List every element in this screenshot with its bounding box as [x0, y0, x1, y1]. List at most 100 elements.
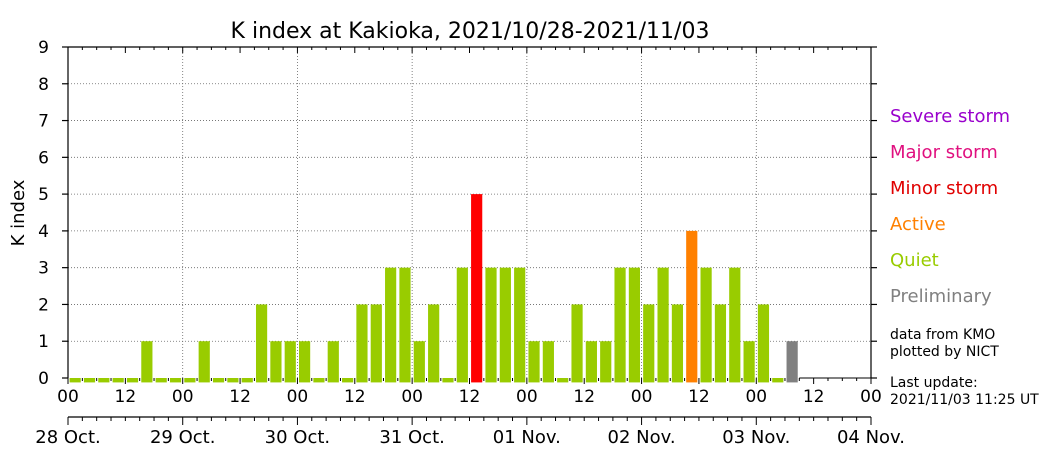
- k-index-bar: [184, 378, 196, 383]
- date-label: 28 Oct.: [35, 427, 100, 448]
- legend: Severe storm Major storm Minor storm Active…: [890, 106, 1010, 307]
- k-index-bar: [557, 378, 569, 383]
- hour-tick-label: 00: [860, 387, 882, 407]
- k-index-bar: [714, 304, 727, 383]
- k-index-bar: [342, 378, 354, 383]
- grid-lines: [68, 46, 871, 378]
- y-tick-label: 1: [38, 332, 49, 352]
- k-index-bar: [169, 378, 182, 383]
- hour-tick-label: 00: [631, 387, 653, 407]
- hour-tick-label: 00: [516, 387, 538, 407]
- legend-entry: Preliminary: [890, 286, 992, 307]
- k-index-bar: [83, 378, 96, 383]
- source-note: data from KMO: [890, 327, 995, 343]
- k-index-bar: [585, 341, 597, 383]
- last-update-time: 2021/11/03 11:25 UT: [890, 392, 1039, 408]
- k-index-bar: [499, 267, 511, 383]
- hour-tick-label: 12: [344, 387, 366, 407]
- plotter-note: plotted by NICT: [890, 344, 999, 360]
- k-index-bar: [155, 378, 167, 383]
- k-index-bar: [370, 304, 382, 383]
- y-tick-label: 4: [38, 222, 49, 242]
- k-index-bar: [399, 267, 411, 383]
- y-tick-label: 0: [38, 369, 49, 389]
- y-tick-label: 5: [38, 185, 49, 205]
- hour-tick-label: 12: [573, 387, 595, 407]
- k-index-bar: [600, 341, 612, 383]
- bars: [69, 194, 798, 383]
- date-label: 30 Oct.: [265, 427, 330, 448]
- hour-tick-label: 00: [172, 387, 194, 407]
- k-index-bar: [327, 341, 339, 383]
- y-tick-label: 6: [38, 148, 49, 168]
- k-index-bar: [671, 304, 684, 383]
- chart-title: K index at Kakioka, 2021/10/28-2021/11/0…: [231, 19, 710, 44]
- k-index-bar: [743, 341, 755, 383]
- hour-tick-label: 00: [745, 387, 767, 407]
- k-index-bar: [772, 378, 784, 383]
- k-index-bar: [270, 341, 282, 383]
- y-tick-label: 8: [38, 75, 49, 95]
- k-index-bar: [729, 267, 741, 383]
- k-index-bar: [255, 304, 268, 383]
- legend-entry: Active: [890, 214, 946, 235]
- y-tick-label: 7: [38, 112, 49, 132]
- date-label: 31 Oct.: [379, 427, 444, 448]
- k-index-bar: [571, 304, 583, 383]
- k-index-bar: [514, 267, 526, 383]
- k-index-bar: [227, 378, 239, 383]
- legend-entry: Quiet: [890, 250, 939, 271]
- k-index-bar: [428, 304, 440, 383]
- k-index-bar: [542, 341, 554, 383]
- k-index-bar: [700, 267, 712, 383]
- k-index-bar: [141, 341, 153, 383]
- hour-tick-label: 12: [688, 387, 710, 407]
- k-index-bar: [686, 230, 698, 383]
- x-date-labels: 28 Oct. 29 Oct. 30 Oct. 31 Oct. 01 Nov. 02 No…: [35, 427, 905, 448]
- legend-entry: Minor storm: [890, 178, 998, 199]
- hour-tick-label: 12: [115, 387, 137, 407]
- hour-tick-label: 12: [229, 387, 251, 407]
- hour-tick-label: 00: [287, 387, 309, 407]
- hour-tick-label: 00: [401, 387, 423, 407]
- k-index-bar: [299, 341, 311, 383]
- hour-tick-label: 12: [459, 387, 481, 407]
- k-index-bar: [456, 267, 468, 383]
- y-tick-label: 2: [38, 295, 49, 315]
- y-tick-label: 3: [38, 259, 49, 279]
- k-index-bar: [98, 378, 110, 383]
- axes: [62, 46, 877, 425]
- k-index-bar: [628, 267, 640, 383]
- date-label: 01 Nov.: [493, 427, 561, 448]
- k-index-bar: [356, 304, 368, 383]
- y-axis-label: K index: [8, 179, 29, 246]
- k-index-bar: [657, 267, 669, 383]
- k-index-bar: [112, 378, 124, 383]
- hour-tick-label: 00: [57, 387, 79, 407]
- last-update-label: Last update:: [890, 375, 978, 391]
- notes: data from KMO plotted by NICT Last updat…: [890, 327, 1039, 408]
- k-index-bar: [614, 267, 626, 383]
- k-index-bar: [313, 378, 325, 383]
- k-index-bar: [69, 378, 81, 383]
- k-index-bar: [757, 304, 770, 383]
- k-index-bar: [385, 267, 397, 383]
- k-index-bar: [413, 341, 425, 383]
- date-label: 29 Oct.: [150, 427, 215, 448]
- x-hour-tick-labels: 00 12 00 12 00 12 00 12 00 12 00 12 00 12 00: [57, 387, 882, 407]
- k-index-bar: [126, 378, 139, 383]
- y-tick-labels: 0 1 2 3 4 5 6 7 8 9: [38, 38, 49, 389]
- k-index-bar: [198, 341, 210, 383]
- k-index-bar: [471, 194, 483, 383]
- k-index-bar: [241, 378, 253, 383]
- k-index-bar: [485, 267, 497, 383]
- k-index-bar: [643, 304, 655, 383]
- hour-tick-label: 12: [803, 387, 825, 407]
- y-tick-label: 9: [38, 38, 49, 58]
- k-index-bar: [442, 378, 454, 383]
- date-label: 03 Nov.: [722, 427, 790, 448]
- k-index-bar: [786, 341, 798, 383]
- legend-entry: Major storm: [890, 142, 998, 163]
